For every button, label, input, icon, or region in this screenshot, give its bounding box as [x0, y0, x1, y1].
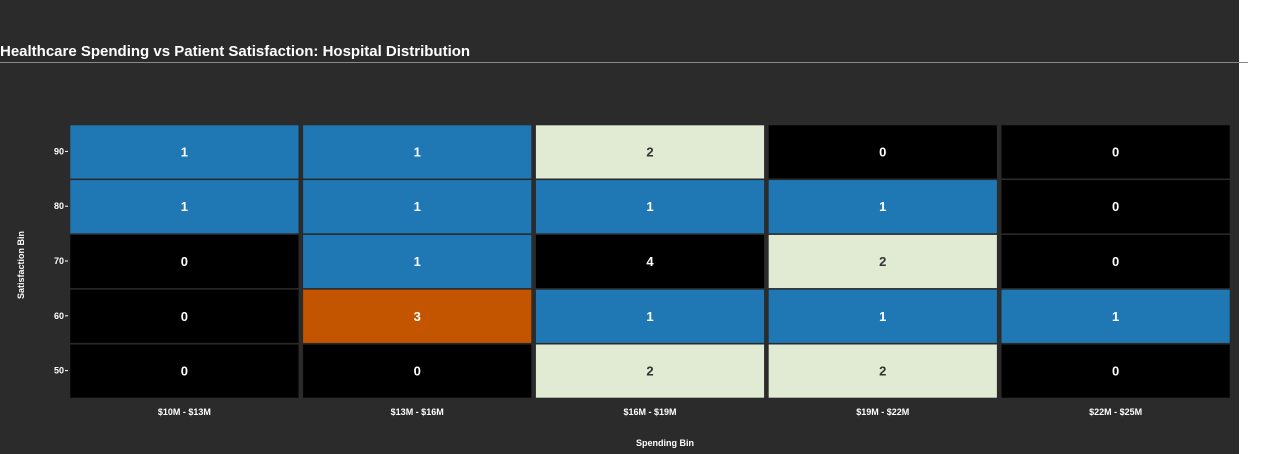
cell-value-label: 0: [1112, 254, 1119, 269]
y-tick-label: 80: [54, 201, 64, 211]
heatmap-cell: [1000, 289, 1231, 344]
x-tick-label: $19M - $22M: [856, 407, 909, 417]
cell-value-label: 2: [646, 364, 653, 379]
cell-value-label: 3: [414, 309, 421, 324]
heatmap-cells: 1 1 2 0 0 1 1 1 1 0 0 1 4 2 0 0 3 1 1 1 0 0 2 2 0: [69, 124, 1231, 399]
heatmap-cell: [69, 289, 300, 344]
cell-value-label: 1: [646, 199, 653, 214]
cell-value-label: 2: [879, 364, 886, 379]
title-divider: [0, 62, 1248, 63]
heatmap-cell: [302, 234, 532, 289]
heatmap-cell: [768, 124, 998, 180]
cell-value-label: 1: [414, 144, 421, 159]
cell-value-label: 0: [1112, 364, 1119, 379]
y-tick-label: 70: [54, 256, 64, 266]
heatmap-cell: [302, 124, 532, 180]
cell-value-label: 1: [879, 309, 886, 324]
cell-value-label: 0: [879, 144, 886, 159]
heatmap-cell: [302, 179, 532, 234]
heatmap-cell: [768, 234, 998, 289]
cell-value-label: 1: [1112, 309, 1119, 324]
heatmap-cell: [69, 343, 300, 399]
heatmap-cell: [768, 343, 998, 399]
cell-value-label: 1: [414, 199, 421, 214]
heatmap-cell: [1000, 343, 1231, 399]
cell-value-label: 0: [181, 309, 188, 324]
heatmap-cell: [768, 289, 998, 344]
cell-value-label: 0: [414, 364, 421, 379]
cell-value-label: 1: [181, 199, 188, 214]
heatmap-cell: [535, 343, 765, 399]
cell-value-label: 1: [646, 309, 653, 324]
heatmap-cell: [535, 289, 765, 344]
y-tick-label: 50: [54, 366, 64, 376]
cell-value-label: 1: [414, 254, 421, 269]
y-axis-ticks: 90 80 70 60 50: [54, 146, 68, 376]
y-tick-label: 60: [54, 311, 64, 321]
heatmap-cell: [302, 289, 532, 344]
heatmap-cell: [69, 179, 300, 234]
heatmap-cell: [302, 343, 532, 399]
heatmap-chart: 1 1 2 0 0 1 1 1 1 0 0 1 4 2 0 0 3 1 1 1 0 0 2 2 0 90 80 70 60 50 $10…: [16, 124, 1231, 448]
x-tick-label: $22M - $25M: [1089, 407, 1142, 417]
x-tick-label: $13M - $16M: [391, 407, 444, 417]
heatmap-cell: [768, 179, 998, 234]
cell-value-label: 0: [181, 254, 188, 269]
cell-value-label: 1: [181, 144, 188, 159]
x-axis-label: Spending Bin: [636, 438, 694, 448]
heatmap-cell: [69, 124, 300, 180]
cell-value-label: 0: [1112, 144, 1119, 159]
heatmap-cell: [69, 234, 300, 289]
y-tick-label: 90: [54, 146, 64, 156]
cell-value-label: 0: [1112, 199, 1119, 214]
cell-value-label: 2: [646, 144, 653, 159]
heatmap-cell: [535, 234, 765, 289]
x-axis-ticks: $10M - $13M $13M - $16M $16M - $19M $19M - …: [158, 407, 1142, 417]
heatmap-cell: [535, 124, 765, 180]
y-axis-label: Satisfaction Bin: [16, 231, 26, 299]
cell-value-label: 4: [646, 254, 654, 269]
x-tick-label: $10M - $13M: [158, 407, 211, 417]
heatmap-cell: [535, 179, 765, 234]
x-tick-label: $16M - $19M: [623, 407, 676, 417]
heatmap-cell: [1000, 179, 1231, 234]
heatmap-cell: [1000, 124, 1231, 180]
cell-value-label: 2: [879, 254, 886, 269]
chart-title: Healthcare Spending vs Patient Satisfact…: [0, 43, 471, 60]
cell-value-label: 0: [181, 364, 188, 379]
cell-value-label: 1: [879, 199, 886, 214]
heatmap-cell: [1000, 234, 1231, 289]
